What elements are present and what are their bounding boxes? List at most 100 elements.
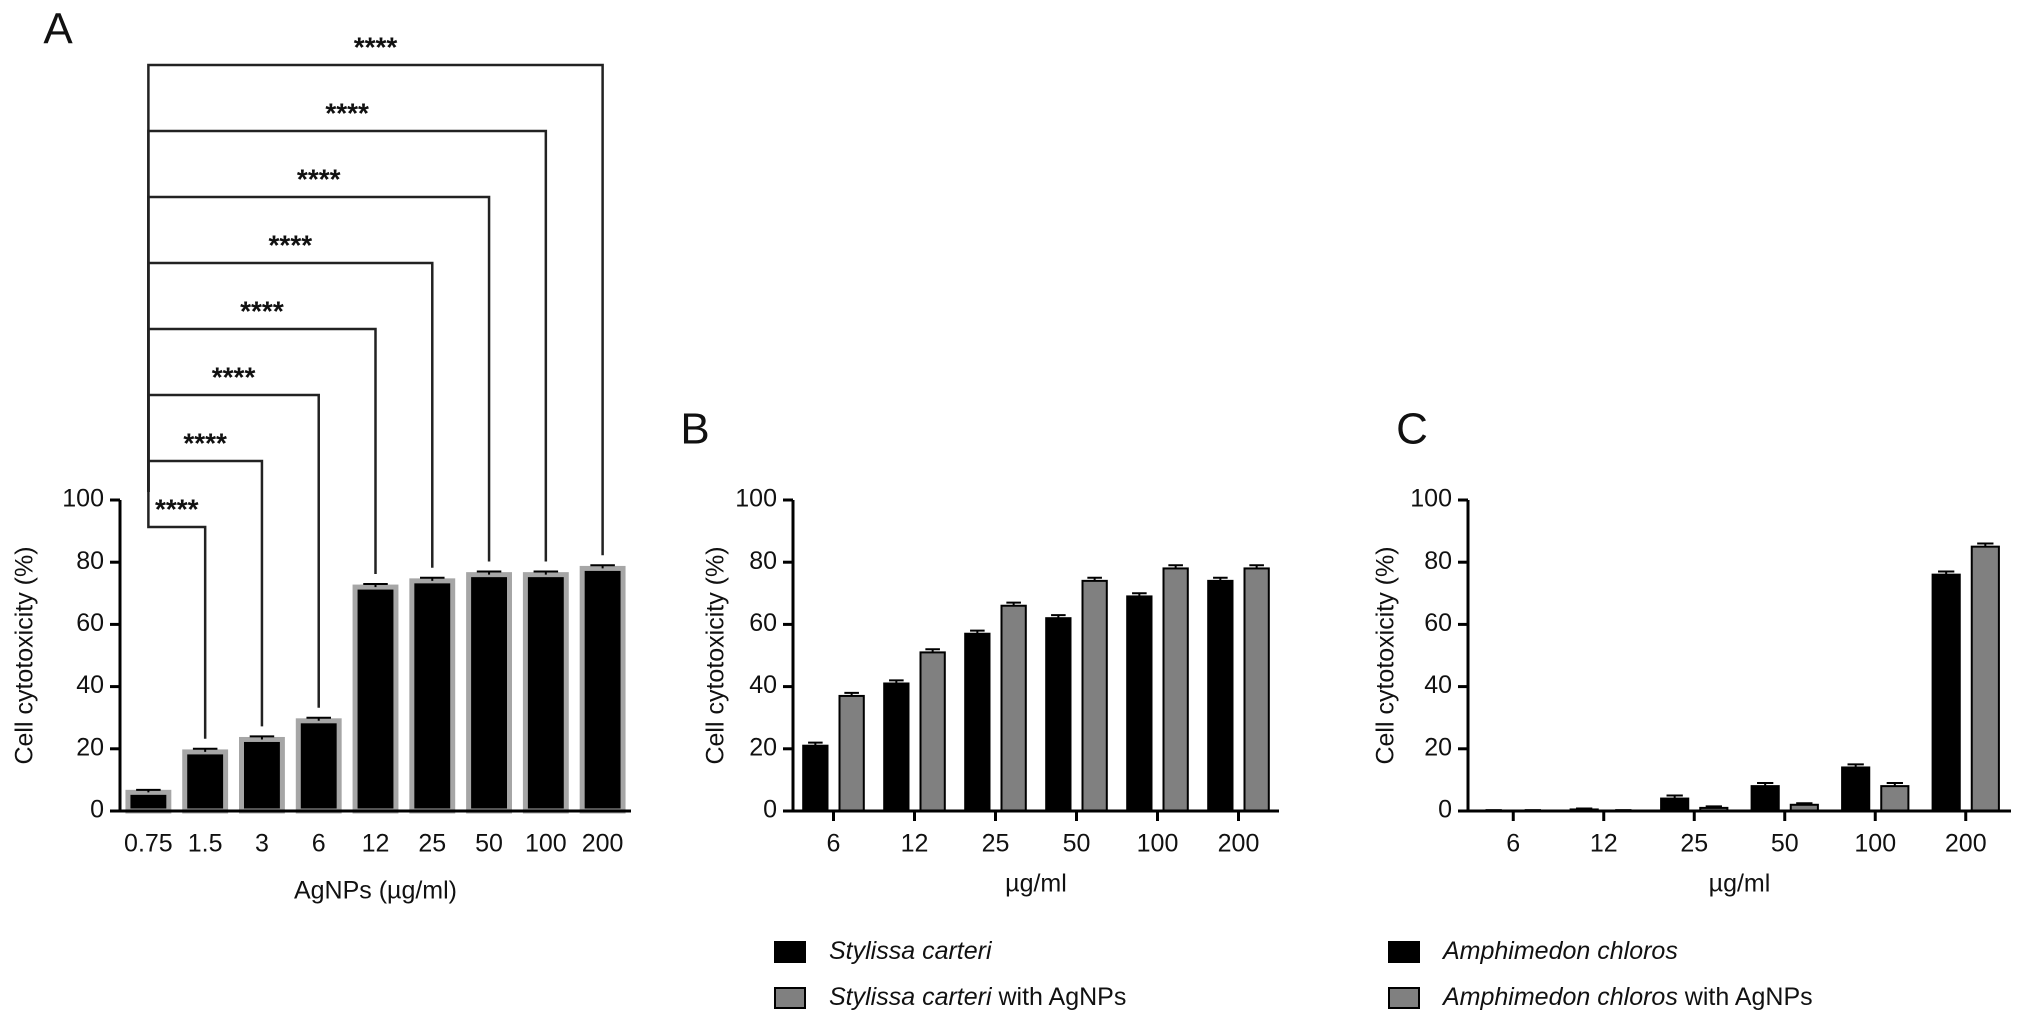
x-tick-label: 12 xyxy=(901,830,929,858)
error-bar xyxy=(192,747,218,752)
legend-label-italic: Amphimedon chloros xyxy=(1441,983,1678,1011)
bar xyxy=(919,651,946,813)
error-bar xyxy=(1249,564,1264,569)
error-bar xyxy=(1938,570,1955,575)
bar xyxy=(964,632,991,812)
bar xyxy=(1880,785,1910,812)
error-bar xyxy=(476,570,502,575)
x-tick-label: 50 xyxy=(475,830,503,858)
y-tick-label: 80 xyxy=(1424,547,1452,575)
significance-label: **** xyxy=(297,163,341,194)
error-bar xyxy=(363,582,388,588)
y-tick-label: 0 xyxy=(1438,796,1452,824)
significance-label: **** xyxy=(183,427,227,458)
error-bar xyxy=(1666,794,1683,799)
x-tick-label: 6 xyxy=(827,830,841,858)
y-tick-label: 60 xyxy=(76,609,104,637)
legend-swatch xyxy=(774,987,806,1009)
legend-label-italic: Stylissa carteri xyxy=(829,983,993,1011)
significance-label: **** xyxy=(354,31,398,62)
y-tick-label: 100 xyxy=(735,485,777,513)
x-tick-label: 100 xyxy=(1137,830,1179,858)
bar xyxy=(409,578,456,814)
error-bar xyxy=(306,716,331,721)
significance-bracket xyxy=(147,492,207,739)
bar xyxy=(1207,579,1234,812)
error-bar xyxy=(533,570,559,575)
bar xyxy=(352,584,399,814)
x-axis-label: µg/ml xyxy=(1709,870,1771,898)
error-bar xyxy=(844,691,859,696)
legend-swatch xyxy=(774,941,806,963)
axes xyxy=(1466,500,2011,813)
x-tick-label: 3 xyxy=(255,830,269,858)
significance-bracket xyxy=(147,129,548,562)
error-bar xyxy=(1757,782,1774,787)
bar xyxy=(239,736,285,814)
bar xyxy=(1162,567,1189,812)
y-tick-label: 100 xyxy=(1410,485,1452,513)
error-bar xyxy=(1977,542,1994,547)
error-bar xyxy=(1796,802,1813,805)
significance-bracket xyxy=(147,63,604,556)
y-tick-label: 40 xyxy=(749,671,777,699)
error-bar xyxy=(136,788,161,793)
bar xyxy=(883,682,910,812)
error-bar xyxy=(1132,592,1147,597)
legend-label: Stylissa carteri with AgNPs xyxy=(829,983,1126,1011)
bar xyxy=(1750,785,1780,812)
panel-label: B xyxy=(680,405,709,454)
bar xyxy=(802,744,829,812)
y-tick-label: 80 xyxy=(749,547,777,575)
error-bar xyxy=(420,576,445,581)
bar xyxy=(466,572,512,814)
x-tick-label: 6 xyxy=(312,830,326,858)
legend-label: Amphimedon chloros xyxy=(1441,937,1678,965)
y-axis-label: Cell cytotoxicity (%) xyxy=(11,546,39,764)
significance-label: **** xyxy=(269,229,313,260)
x-axis-label: AgNPs (µg/ml) xyxy=(294,877,457,905)
error-bar xyxy=(249,735,275,740)
y-tick-label: 60 xyxy=(749,609,777,637)
error-bar xyxy=(1847,763,1864,768)
y-tick-label: 40 xyxy=(1424,671,1452,699)
x-tick-label: 100 xyxy=(525,830,567,858)
x-tick-label: 100 xyxy=(1854,830,1896,858)
legend-swatch xyxy=(1388,987,1420,1009)
x-tick-label: 50 xyxy=(1063,830,1091,858)
legend-label: Amphimedon chloros with AgNPs xyxy=(1441,983,1813,1011)
axes xyxy=(791,500,1279,813)
y-tick-label: 0 xyxy=(763,796,777,824)
error-bar xyxy=(1213,576,1228,581)
bar xyxy=(295,718,342,814)
bar xyxy=(522,572,569,814)
error-bar xyxy=(889,679,904,684)
significance-label: **** xyxy=(325,97,369,128)
y-axis-label: Cell cytotoxicity (%) xyxy=(702,546,730,764)
legend-label-italic: Amphimedon chloros xyxy=(1441,937,1678,965)
significance-label: **** xyxy=(240,295,284,326)
bar xyxy=(1000,604,1027,812)
error-bar xyxy=(1006,601,1021,606)
x-tick-label: 0.75 xyxy=(124,830,173,858)
y-axis-label: Cell cytotoxicity (%) xyxy=(1372,546,1400,764)
significance-label: **** xyxy=(155,493,199,524)
y-tick-label: 40 xyxy=(76,671,104,699)
bar xyxy=(125,789,172,814)
error-bar xyxy=(1168,564,1183,569)
significance-bracket xyxy=(147,393,320,708)
bar xyxy=(182,749,229,814)
y-tick-label: 0 xyxy=(90,796,104,824)
bar xyxy=(1660,797,1690,812)
legend-label-rest: with AgNPs xyxy=(992,983,1127,1011)
legend-swatch xyxy=(1388,941,1420,963)
bar xyxy=(1081,579,1108,812)
x-tick-label: 200 xyxy=(1945,830,1987,858)
bar xyxy=(1045,617,1072,812)
y-tick-label: 20 xyxy=(76,733,104,761)
y-tick-label: 20 xyxy=(1424,733,1452,761)
y-tick-label: 60 xyxy=(1424,609,1452,637)
bar xyxy=(1931,573,1961,813)
error-bar xyxy=(970,629,985,634)
x-tick-label: 25 xyxy=(1680,830,1708,858)
